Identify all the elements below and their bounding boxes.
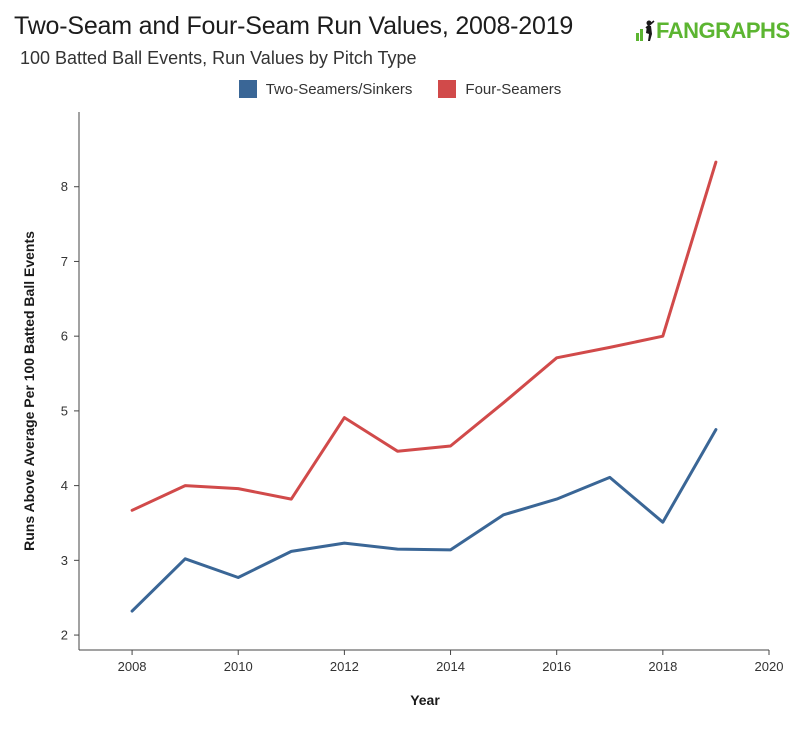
series-line-four-seam	[130, 160, 718, 512]
y-tick-label: 2	[61, 628, 68, 643]
y-tick-label: 5	[61, 403, 68, 418]
x-tick-label: 2020	[755, 659, 784, 674]
x-tick-label: 2008	[118, 659, 147, 674]
x-axis-title: Year	[410, 692, 440, 708]
x-tick-label: 2018	[648, 659, 677, 674]
legend-item-two-seam: Two-Seamers/Sinkers	[238, 80, 413, 98]
logo-wordmark: FANGRAPHS	[656, 18, 790, 43]
legend-swatch-two-seam	[238, 80, 257, 98]
x-tick-label: 2010	[224, 659, 253, 674]
legend-swatch-four-seam	[438, 80, 457, 98]
y-tick-label: 7	[61, 254, 68, 269]
chart-axes: 2 3 4 5 6 7 8 2008 2010 2012 2014 2016 2018 2020	[61, 112, 784, 674]
x-tick-label: 2014	[436, 659, 465, 674]
y-axis-title: Runs Above Average Per 100 Batted Ball E…	[21, 231, 37, 551]
legend-item-four-seam: Four-Seamers	[438, 80, 561, 98]
x-tick-label: 2012	[330, 659, 359, 674]
series-line-two-seam	[130, 428, 718, 613]
chart-subtitle: 100 Batted Ball Events, Run Values by Pi…	[20, 48, 417, 68]
y-tick-label: 4	[61, 478, 68, 493]
y-tick-label: 6	[61, 329, 68, 344]
chart-legend: Two-Seamers/Sinkers Four-Seamers	[0, 80, 800, 98]
batter-icon	[636, 20, 655, 41]
fangraphs-logo: FANGRAPHS	[634, 18, 790, 44]
legend-label-four-seam: Four-Seamers	[465, 80, 562, 98]
chart-title: Two-Seam and Four-Seam Run Values, 2008-…	[14, 12, 574, 40]
legend-label-two-seam: Two-Seamers/Sinkers	[265, 80, 413, 98]
chart-series	[130, 160, 718, 613]
y-tick-label: 3	[61, 553, 68, 568]
x-tick-label: 2016	[542, 659, 571, 674]
y-tick-label: 8	[61, 179, 68, 194]
